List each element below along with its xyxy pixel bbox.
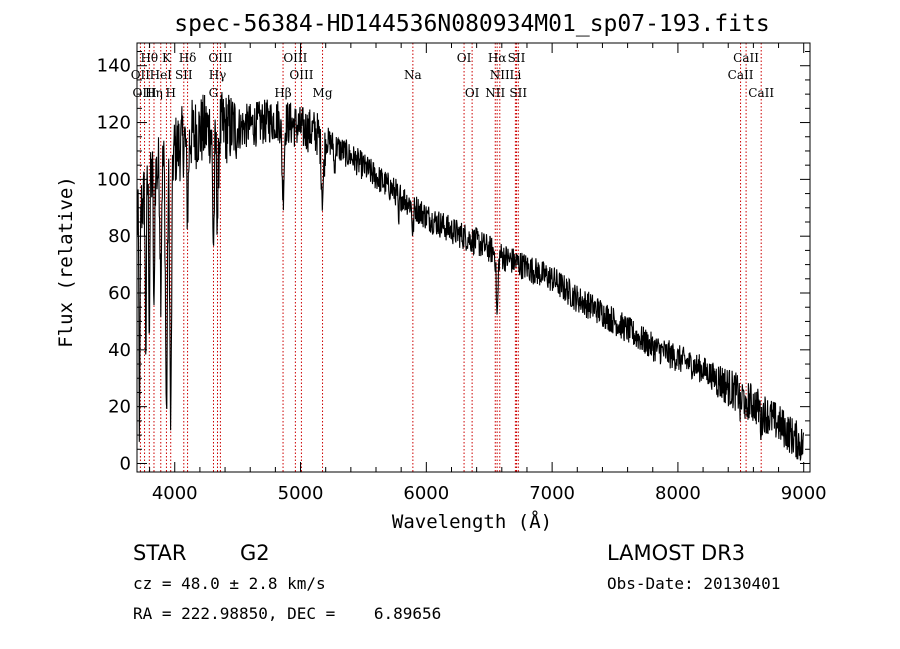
plot-frame	[136, 42, 811, 473]
line-label-5: OI	[457, 51, 472, 65]
obs-date-text: Obs-Date: 20130401	[607, 574, 780, 593]
object-subclass: G2	[240, 541, 270, 565]
y-axis-ticks: 0 20 40 60 80 100 120 140	[97, 51, 810, 474]
redshift-text: cz = 48.0 ± 2.8 km/s	[133, 574, 326, 593]
x-axis-label: Wavelength (Å)	[392, 510, 552, 533]
line-label-9: OII	[131, 68, 151, 82]
line-label-1: K	[162, 51, 172, 65]
line-label-10: HeI	[150, 68, 173, 82]
y-tick-label-4: 80	[108, 226, 131, 247]
x-tick-label-3: 7000	[529, 483, 575, 504]
line-label-25: NII	[485, 86, 505, 100]
line-label-27: CaII	[748, 86, 774, 100]
line-label-11: SII	[175, 68, 193, 82]
line-label-16: Li	[509, 68, 521, 82]
x-tick-label-1: 5000	[278, 483, 324, 504]
line-label-20: H	[165, 86, 175, 100]
line-label-22: Hβ	[274, 86, 291, 100]
line-label-18: OIII	[133, 86, 157, 100]
y-tick-label-2: 40	[108, 340, 131, 361]
object-class: STAR	[133, 541, 186, 565]
y-tick-label-1: 20	[108, 397, 131, 418]
x-tick-label-5: 9000	[781, 483, 827, 504]
x-tick-label-0: 4000	[152, 483, 198, 504]
line-label-19: Hη	[145, 86, 163, 100]
y-tick-label-0: 0	[120, 453, 131, 474]
line-label-12: Hγ	[209, 68, 227, 82]
line-label-4: OIII	[283, 51, 307, 65]
spectrum-line	[136, 91, 805, 461]
line-label-7: SII	[508, 51, 526, 65]
y-tick-label-6: 120	[97, 113, 131, 134]
x-tick-label-2: 6000	[403, 483, 449, 504]
coordinates-text: RA = 222.98850, DEC = 6.89656	[133, 604, 441, 623]
line-label-14: Na	[404, 68, 422, 82]
chart-title: spec-56384-HD144536N080934M01_sp07-193.f…	[174, 11, 769, 37]
survey-name: LAMOST DR3	[607, 541, 745, 565]
line-label-26: SII	[509, 86, 527, 100]
line-label-17: CaII	[728, 68, 754, 82]
y-tick-label-7: 140	[97, 56, 131, 77]
line-label-0: Hθ	[140, 51, 158, 65]
y-tick-label-3: 60	[108, 283, 131, 304]
y-tick-label-5: 100	[97, 169, 131, 190]
line-label-3: OIII	[208, 51, 232, 65]
line-label-24: OI	[465, 86, 480, 100]
line-label-23: Mg	[313, 86, 333, 100]
line-label-13: OIII	[289, 68, 313, 82]
line-label-2: Hδ	[179, 51, 197, 65]
spectrum-series	[136, 91, 805, 461]
line-label-6: Hα	[488, 51, 507, 65]
x-axis-ticks: 4000 5000 6000 7000 8000 9000	[149, 43, 827, 504]
line-label-21: G	[209, 86, 219, 100]
line-label-8: CaII	[733, 51, 759, 65]
y-axis-label: Flux (relative)	[55, 176, 77, 348]
line-label-15: NII	[490, 68, 510, 82]
x-tick-label-4: 8000	[655, 483, 701, 504]
